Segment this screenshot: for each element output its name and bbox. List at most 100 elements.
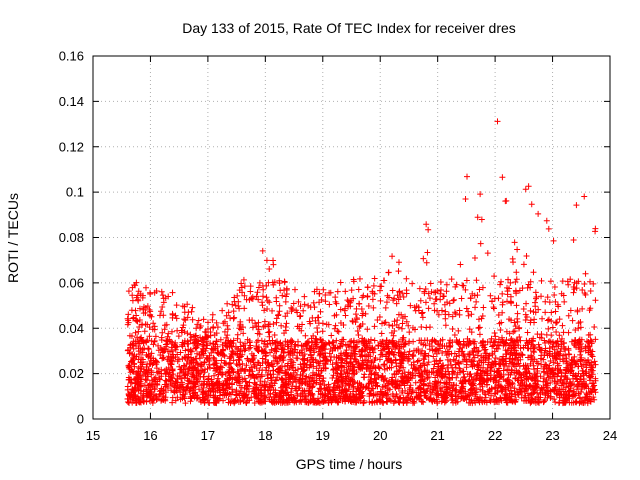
data-point: [132, 307, 139, 314]
data-point: [463, 305, 470, 312]
x-tick-label: 15: [86, 428, 100, 443]
data-point: [479, 312, 486, 319]
data-point: [507, 279, 514, 286]
data-point: [371, 275, 378, 282]
data-point: [494, 118, 501, 125]
data-point: [236, 305, 243, 312]
data-point: [487, 292, 494, 299]
data-point: [516, 333, 523, 340]
data-point: [538, 331, 545, 338]
x-tick-label: 16: [143, 428, 157, 443]
data-point: [146, 333, 153, 340]
data-point: [468, 329, 475, 336]
data-point: [315, 314, 322, 321]
y-tick-label: 0.16: [59, 49, 84, 64]
data-point: [573, 398, 580, 405]
data-point: [329, 361, 336, 368]
data-point: [554, 319, 561, 326]
data-point: [463, 364, 470, 371]
data-point: [457, 261, 464, 268]
data-point: [554, 360, 561, 367]
data-point: [591, 358, 598, 365]
data-point: [591, 324, 598, 331]
data-point: [421, 356, 428, 363]
data-point: [424, 361, 431, 368]
data-point: [556, 399, 563, 406]
data-point: [186, 388, 193, 395]
data-point: [337, 352, 344, 359]
y-tick-label: 0.02: [59, 366, 84, 381]
data-point: [239, 365, 246, 372]
data-point: [261, 318, 268, 325]
data-point: [451, 332, 458, 339]
data-point: [331, 312, 338, 319]
data-point: [456, 338, 463, 345]
data-point: [270, 257, 277, 264]
data-point: [248, 295, 255, 302]
x-axis-label: GPS time / hours: [296, 456, 403, 472]
data-point: [396, 289, 403, 296]
data-points: [124, 118, 599, 407]
data-point: [209, 311, 216, 318]
data-point: [547, 393, 554, 400]
data-point: [554, 370, 561, 377]
data-point: [304, 357, 311, 364]
data-point: [532, 303, 539, 310]
data-point: [229, 380, 236, 387]
data-point: [525, 281, 532, 288]
data-point: [557, 338, 564, 345]
data-point: [592, 361, 599, 368]
data-point: [551, 352, 558, 359]
data-point: [262, 394, 269, 401]
data-point: [395, 338, 402, 345]
data-point: [132, 329, 139, 336]
data-point: [482, 350, 489, 357]
data-point: [499, 299, 506, 306]
chart-title: Day 133 of 2015, Rate Of TEC Index for r…: [182, 20, 516, 36]
data-point: [361, 371, 368, 378]
data-point: [243, 296, 250, 303]
data-point: [177, 389, 184, 396]
data-point: [145, 346, 152, 353]
data-point: [131, 385, 138, 392]
data-point: [355, 331, 362, 338]
data-point: [224, 332, 231, 339]
data-point: [133, 369, 140, 376]
data-point: [158, 288, 165, 295]
data-point: [171, 388, 178, 395]
data-point: [267, 340, 274, 347]
data-point: [451, 296, 458, 303]
data-point: [159, 304, 166, 311]
data-point: [316, 290, 323, 297]
data-point: [364, 284, 371, 291]
data-point: [528, 201, 535, 208]
data-point: [465, 312, 472, 319]
data-point: [254, 289, 261, 296]
data-point: [353, 305, 360, 312]
data-point: [513, 288, 520, 295]
data-point: [567, 307, 574, 314]
data-point: [300, 307, 307, 314]
data-point: [266, 337, 273, 344]
data-point: [499, 174, 506, 181]
data-point: [140, 394, 147, 401]
data-point: [576, 345, 583, 352]
data-point: [247, 283, 254, 290]
data-point: [504, 288, 511, 295]
data-point: [418, 324, 425, 331]
data-point: [439, 349, 446, 356]
data-point: [178, 327, 185, 334]
data-point: [337, 306, 344, 313]
data-point: [182, 317, 189, 324]
data-point: [525, 183, 532, 190]
data-point: [548, 318, 555, 325]
data-point: [541, 397, 548, 404]
data-point: [292, 341, 299, 348]
data-point: [269, 361, 276, 368]
data-point: [360, 374, 367, 381]
data-point: [480, 304, 487, 311]
data-point: [520, 261, 527, 268]
data-point: [278, 322, 285, 329]
data-point: [497, 327, 504, 334]
data-point: [517, 356, 524, 363]
